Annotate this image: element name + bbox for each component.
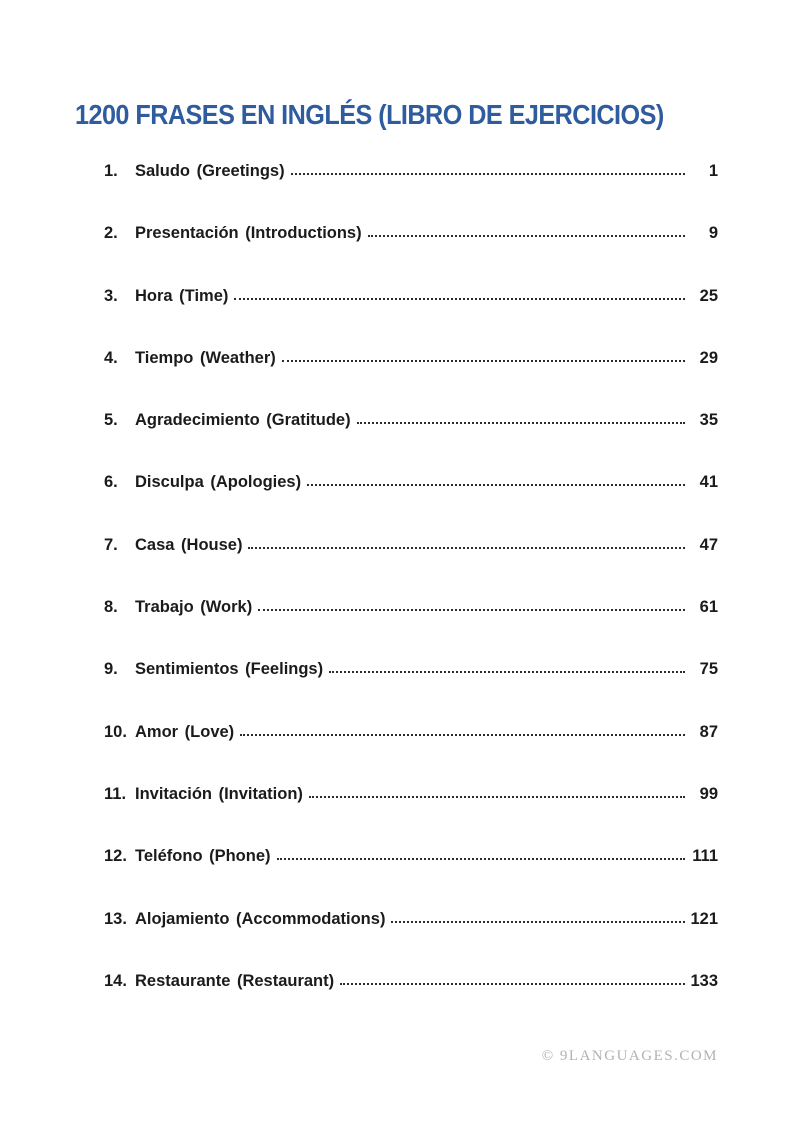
dot-leader <box>329 671 685 674</box>
toc-entry[interactable]: 10. Amor (Love) 87 <box>104 723 718 785</box>
dot-leader <box>248 546 685 549</box>
toc-entry[interactable]: 2. Presentación (Introductions) 9 <box>104 224 718 286</box>
toc-entry[interactable]: 6. Disculpa (Apologies) 41 <box>104 473 718 535</box>
toc-entry-label: Agradecimiento (Gratitude) <box>135 411 351 430</box>
dot-leader <box>290 173 685 175</box>
toc-entry-label: Hora (Time) <box>135 286 229 305</box>
dot-leader <box>308 795 685 798</box>
toc-entry-label: Restaurante (Restaurant) <box>135 971 335 990</box>
toc-entry-label: Amor (Love) <box>135 722 235 741</box>
toc-entry-number: 7. <box>104 535 118 554</box>
toc-entry-page-number: 47 <box>699 535 718 554</box>
toc-entry-label: Teléfono (Phone) <box>135 847 271 866</box>
toc-entry-number: 8. <box>104 598 118 617</box>
toc-entry[interactable]: 4. Tiempo (Weather) 29 <box>104 349 718 411</box>
toc-entry-page-number: 121 <box>690 909 718 928</box>
dot-leader <box>356 422 685 425</box>
toc-list: 1. Saludo (Greetings) 1 2. Presentación (Int… <box>104 162 718 1034</box>
toc-entry-page-number: 35 <box>699 411 718 430</box>
toc-entry-page-number: 87 <box>699 722 718 741</box>
dot-leader <box>240 733 685 736</box>
footer-credit: © 9LANGUAGES.COM <box>541 1048 718 1064</box>
toc-entry-page-number: 61 <box>699 598 718 617</box>
toc-entry-number: 10. <box>104 722 127 741</box>
toc-entry-number: 13. <box>104 909 127 928</box>
toc-entry[interactable]: 14. Restaurante (Restaurant) 133 <box>104 972 718 1034</box>
toc-entry[interactable]: 7. Casa (House) 47 <box>104 536 718 598</box>
dot-leader <box>258 609 685 612</box>
toc-entry-page-number: 133 <box>690 971 718 990</box>
toc-entry-number: 1. <box>104 162 118 180</box>
toc-entry-number: 11. <box>104 784 127 803</box>
toc-entry[interactable]: 13. Alojamiento (Accommodations) 121 <box>104 910 718 972</box>
toc-entry[interactable]: 8. Trabajo (Work) 61 <box>104 598 718 660</box>
dot-leader <box>367 235 685 238</box>
dot-leader <box>234 297 685 300</box>
toc-entry[interactable]: 5. Agradecimiento (Gratitude) 35 <box>104 411 718 473</box>
toc-entry-page-number: 99 <box>699 784 718 803</box>
toc-entry-page-number: 41 <box>699 473 718 492</box>
dot-leader <box>307 484 685 487</box>
toc-entry[interactable]: 1. Saludo (Greetings) 1 <box>104 162 718 224</box>
toc-entry-label: Sentimientos (Feelings) <box>135 660 324 679</box>
toc-entry-number: 2. <box>104 224 118 243</box>
dot-leader <box>281 359 685 362</box>
dot-leader <box>276 858 685 861</box>
toc-entry-number: 9. <box>104 660 118 679</box>
toc-entry[interactable]: 3. Hora (Time) 25 <box>104 287 718 349</box>
toc-entry-number: 4. <box>104 348 118 367</box>
toc-entry-label: Casa (House) <box>135 535 243 554</box>
toc-entry-number: 12. <box>104 847 127 866</box>
toc-entry-number: 14. <box>104 971 127 990</box>
toc-entry-page-number: 25 <box>699 286 718 305</box>
toc-entry-label: Trabajo (Work) <box>135 598 253 617</box>
toc-entry-label: Tiempo (Weather) <box>135 348 276 367</box>
toc-entry-label: Saludo (Greetings) <box>135 162 285 180</box>
toc-entry-label: Alojamiento (Accommodations) <box>135 909 386 928</box>
dot-leader <box>391 920 685 923</box>
toc-entry-page-number: 75 <box>699 660 718 679</box>
page-title: 1200 FRASES EN INGLÉS (LIBRO DE EJERCICI… <box>75 98 664 130</box>
toc-entry-label: Disculpa (Apologies) <box>135 473 302 492</box>
toc-entry-page-number: 29 <box>699 348 718 367</box>
toc-entry-page-number: 1 <box>708 162 718 180</box>
toc-entry[interactable]: 9. Sentimientos (Feelings) 75 <box>104 660 718 722</box>
toc-entry-page-number: 9 <box>708 224 718 243</box>
toc-entry[interactable]: 12. Teléfono (Phone) 111 <box>104 847 718 909</box>
toc-entry-page-number: 111 <box>692 847 718 866</box>
toc-entry-number: 6. <box>104 473 118 492</box>
toc-entry-label: Presentación (Introductions) <box>135 224 362 243</box>
dot-leader <box>340 982 685 985</box>
toc-entry-number: 5. <box>104 411 118 430</box>
toc-entry-number: 3. <box>104 286 118 305</box>
toc-entry-label: Invitación (Invitation) <box>135 784 303 803</box>
toc-entry[interactable]: 11. Invitación (Invitation) 99 <box>104 785 718 847</box>
